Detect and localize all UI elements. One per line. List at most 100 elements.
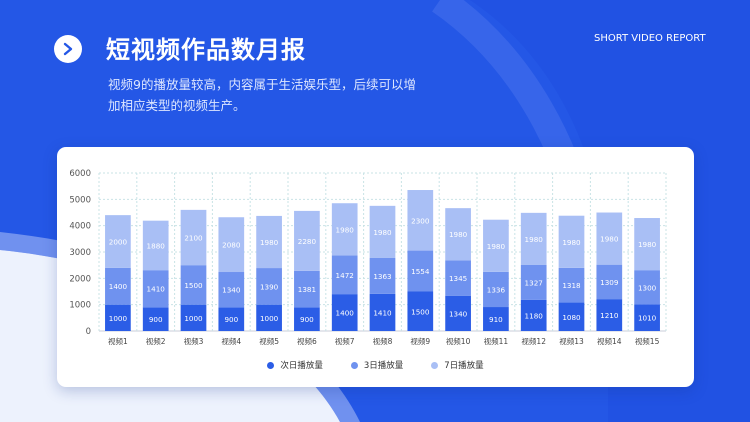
legend-item-series-1: 次日播放量 (267, 359, 323, 371)
bar-segment (180, 265, 207, 305)
legend-label-series-3: 7日播放量 (444, 361, 484, 371)
bar-segment (256, 268, 282, 305)
bar-segment (558, 267, 585, 303)
x-tick-label: 视频3 (184, 336, 204, 346)
y-tick-label: 1000 (69, 301, 91, 311)
bar-segment (596, 264, 623, 300)
bar-segment (331, 294, 358, 331)
y-tick-label: 4000 (69, 222, 91, 232)
x-tick-label: 视频12 (521, 336, 546, 346)
bar-segment (218, 272, 245, 308)
bar-segment (256, 304, 282, 331)
bar-value-label: 1980 (525, 235, 544, 244)
bar-value-label: 1554 (411, 267, 430, 276)
bar-value-label: 2000 (109, 237, 128, 246)
bar-value-label: 2300 (411, 216, 430, 225)
page-subtitle: 视频9的播放量较高，内容属于生活娱乐型，后续可以增加相应类型的视频生产。 (108, 77, 416, 113)
bar-value-label: 1980 (449, 230, 468, 239)
bar-segment (331, 203, 358, 256)
page-title: 短视频作品数月报 (106, 36, 306, 64)
bar-value-label: 910 (489, 315, 503, 324)
bar-value-label: 1500 (411, 307, 430, 316)
bar-segment (520, 212, 547, 265)
y-tick-label: 6000 (69, 169, 91, 179)
bar-value-label: 1336 (487, 285, 506, 294)
bar-value-label: 1980 (562, 238, 581, 247)
bar-segment (407, 291, 434, 331)
bar-segment (294, 270, 320, 308)
legend-label-series-1: 次日播放量 (280, 361, 323, 371)
bar-value-label: 2080 (222, 241, 241, 250)
bar-value-label: 2280 (298, 237, 317, 246)
legend-swatch-series-2 (350, 361, 358, 369)
bar-segment (218, 217, 245, 273)
bar-value-label: 900 (224, 315, 238, 324)
bar-segment (369, 257, 396, 294)
bar-value-label: 1010 (638, 314, 657, 323)
bar-value-label: 1381 (298, 285, 316, 294)
bar-value-label: 1340 (222, 286, 241, 295)
bar-value-label: 1880 (147, 241, 166, 250)
stacked-bar-chart: 0 1000 2000 3000 4000 5000 6000 1000 1400 2000 视频1… (69, 169, 667, 346)
bar-value-label: 900 (300, 315, 314, 324)
bar-value-label: 1980 (373, 228, 392, 237)
bar-segment (180, 304, 207, 331)
legend-swatch-series-3 (431, 361, 439, 369)
bar-segment (520, 264, 547, 300)
bar-value-label: 1327 (525, 278, 543, 287)
y-tick-label: 5000 (69, 195, 91, 205)
x-tick-label: 视频9 (410, 336, 430, 346)
bar-segment (369, 205, 396, 258)
bar-segment (218, 307, 245, 331)
bar-value-label: 1309 (600, 278, 619, 287)
bar-value-label: 1000 (184, 314, 203, 323)
bar-value-label: 1345 (449, 274, 467, 283)
bar-segment (180, 209, 207, 266)
chart-card: 0 1000 2000 3000 4000 5000 6000 1000 1400 2000 视频1… (57, 147, 694, 387)
x-tick-label: 视频14 (597, 336, 622, 346)
y-tick-label: 3000 (69, 248, 91, 258)
bar-value-label: 900 (149, 315, 163, 324)
bar-value-label: 1500 (184, 281, 203, 290)
x-tick-label: 视频7 (335, 336, 355, 346)
bar-segment (634, 270, 660, 305)
legend-label-series-2: 3日播放量 (363, 361, 404, 371)
bar-value-label: 1980 (336, 225, 355, 234)
bar-segment (634, 218, 660, 271)
y-tick-label: 2000 (69, 274, 91, 284)
x-tick-label: 视频6 (297, 336, 317, 346)
bar-segment (105, 267, 131, 305)
bar-value-label: 1400 (109, 282, 128, 291)
bar-segment (520, 299, 547, 331)
bar-value-label: 1410 (147, 285, 166, 294)
legend-swatch-series-1 (267, 361, 275, 369)
bar-segment (142, 220, 169, 271)
report-label: SHORT VIDEO REPORT (594, 33, 706, 44)
bar-segment (331, 255, 358, 295)
bar-value-label: 1080 (562, 313, 581, 322)
x-tick-label: 视频1 (108, 336, 128, 346)
x-tick-label: 视频15 (635, 336, 660, 346)
y-tick-label: 0 (86, 327, 91, 337)
bar-segment (483, 271, 509, 308)
x-tick-label: 视频5 (259, 336, 279, 346)
chart-legend: 次日播放量 3日播放量 7日播放量 (57, 359, 694, 371)
bar-value-label: 1180 (525, 311, 544, 320)
bar-segment (445, 208, 471, 261)
bar-segment (445, 295, 471, 331)
x-tick-label: 视频2 (146, 336, 166, 346)
legend-item-series-2: 3日播放量 (350, 359, 404, 371)
bar-value-label: 2100 (184, 234, 203, 243)
bar-segment (634, 304, 660, 331)
bar-segment (294, 307, 320, 331)
bar-segment (407, 250, 434, 292)
bar-segment (558, 302, 585, 331)
bar-segment (369, 293, 396, 331)
bar-value-label: 1363 (373, 272, 391, 281)
bar-segment (483, 219, 509, 272)
bar-value-label: 1210 (600, 311, 619, 320)
bar-value-label: 1000 (260, 314, 279, 323)
play-arrow-icon (54, 35, 82, 63)
bar-segment (445, 260, 471, 296)
bar-segment (596, 299, 623, 331)
